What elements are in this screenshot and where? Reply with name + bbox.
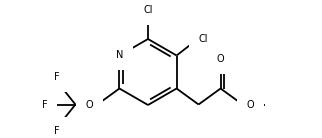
Text: O: O <box>247 99 254 109</box>
Text: F: F <box>53 72 59 83</box>
Text: O: O <box>217 55 224 64</box>
Text: O: O <box>86 99 93 109</box>
Text: F: F <box>53 127 59 136</box>
Text: Cl: Cl <box>143 5 153 15</box>
Text: Cl: Cl <box>199 34 208 43</box>
Text: F: F <box>42 99 47 109</box>
Text: N: N <box>116 51 123 60</box>
